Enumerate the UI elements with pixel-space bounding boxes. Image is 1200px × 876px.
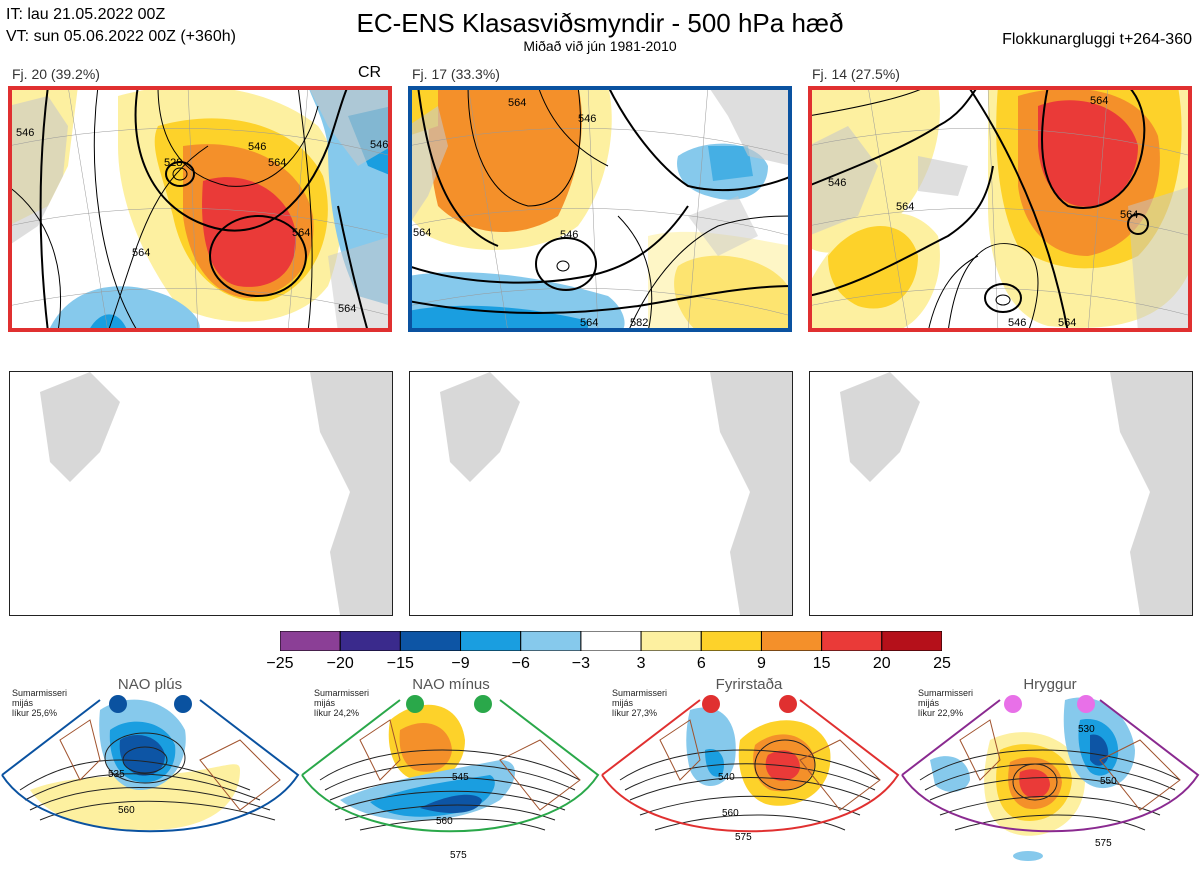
contour-label: 564 (413, 227, 431, 239)
contour-label: 546 (578, 113, 596, 125)
contour-label: 564 (896, 201, 914, 213)
contour-label: 564 (580, 317, 598, 329)
colorbar-swatches (279, 630, 943, 652)
regime-blocking-map: 540 560 575 (601, 695, 900, 843)
regime-contour-label: 530 (1078, 724, 1095, 735)
regime-contour-label: 575 (735, 832, 752, 843)
regime-probability: líkur 22,9% (918, 708, 964, 718)
empty-map-3 (809, 371, 1193, 616)
regime-contour-label: 575 (450, 850, 467, 861)
contour-label: 546 (16, 127, 34, 139)
regime-month: mijás (918, 698, 940, 708)
colorbar-swatch (760, 630, 823, 652)
regime-title: NAO plús (117, 676, 183, 693)
regime-season: Sumarmisseri (918, 688, 974, 698)
cluster-map-1: 546 528 546 564 564 564 564 546 (8, 86, 392, 332)
colorbar-tick-label: 6 (696, 655, 706, 672)
contour-label: 528 (164, 157, 182, 169)
contour-label: 564 (1090, 95, 1108, 107)
regime-contour-label: 545 (452, 772, 469, 783)
regime-contour-label: 560 (436, 816, 453, 827)
regime-nao-plus-map: 535 560 (1, 695, 300, 833)
colorbar-tick-label: −25 (266, 655, 294, 672)
classification-window: Flokkunargluggi t+264-360 (1002, 31, 1192, 48)
regime-probability: líkur 27,3% (612, 708, 658, 718)
panel-1-label: Fj. 20 (39.2%) (12, 66, 100, 82)
colorbar-tick-label: 3 (636, 655, 646, 672)
regime-info: Sumarmisseri mijás líkur 25,6% (12, 688, 67, 718)
colorbar-swatch (460, 630, 522, 652)
colorbar-swatch (580, 630, 642, 652)
initial-time: IT: lau 21.05.2022 00Z (6, 6, 166, 23)
colorbar-swatch (339, 630, 401, 652)
colorbar-tick-label: 9 (757, 655, 766, 672)
contour-label: 564 (268, 157, 286, 169)
regime-contour-label: 560 (118, 805, 135, 816)
regime-contour-label: 575 (1095, 838, 1112, 849)
empty-map-2 (409, 371, 793, 616)
regime-season: Sumarmisseri (314, 688, 370, 698)
contour-label: 564 (132, 247, 150, 259)
colorbar-tick-label: −9 (451, 655, 470, 672)
regime-contour-label: 560 (722, 808, 739, 819)
colorbar-tick-label: 15 (812, 655, 831, 672)
colorbar-swatch (399, 630, 462, 652)
contour-label: 564 (508, 97, 526, 109)
page-title: EC-ENS Klasasviðsmyndir - 500 hPa hæð (356, 8, 844, 38)
contour-label: 546 (248, 141, 266, 153)
colorbar-swatch (821, 630, 883, 652)
regime-info: Sumarmisseri mijás líkur 24,2% (314, 688, 369, 718)
regime-month: mijás (12, 698, 34, 708)
contour-label: 546 (560, 229, 578, 241)
colorbar-swatch (279, 630, 341, 652)
colorbar-tick-label: −6 (511, 655, 530, 672)
regime-month: mijás (612, 698, 634, 708)
contour-label: 564 (338, 303, 356, 315)
regime-nao-minus-map: 545 560 575 (301, 695, 600, 861)
regime-ridge-map: 530 550 575 (901, 695, 1200, 861)
regime-title: Hryggur (1023, 676, 1077, 693)
regime-probability: líkur 25,6% (12, 708, 58, 718)
colorbar-tick-label: 25 (933, 655, 951, 672)
colorbar-swatch (700, 630, 762, 652)
regime-season: Sumarmisseri (612, 688, 668, 698)
panel-1-tag: CR (358, 64, 382, 81)
valid-time: VT: sun 05.06.2022 00Z (+360h) (6, 28, 236, 45)
contour-label: 564 (1058, 317, 1076, 329)
cluster-map-3: 564 546 564 564 564 546 (808, 86, 1192, 332)
regime-season: Sumarmisseri (12, 688, 68, 698)
colorbar-tick-label: 20 (872, 655, 891, 672)
contour-label: 564 (1120, 209, 1138, 221)
panel-2-label: Fj. 17 (33.3%) (412, 66, 500, 82)
colorbar-tick-label: −20 (326, 655, 354, 672)
colorbar-swatch (520, 630, 582, 652)
regime-contour-label: 550 (1100, 776, 1117, 787)
regime-contour-label: 540 (718, 772, 735, 783)
colorbar-swatch (881, 630, 943, 652)
page-subtitle: Miðað við jún 1981-2010 (523, 38, 677, 54)
contour-label: 582 (630, 317, 648, 329)
regime-contour-label: 535 (108, 769, 125, 780)
panel-3-label: Fj. 14 (27.5%) (812, 66, 900, 82)
regime-probability: líkur 24,2% (314, 708, 360, 718)
header-times: IT: lau 21.05.2022 00Z VT: sun 05.06.202… (6, 4, 236, 48)
regime-title: NAO mínus (412, 676, 490, 693)
colorbar-tick-label: −15 (386, 655, 414, 672)
colorbar-tick-label: −3 (571, 655, 591, 672)
regime-title: Fyrirstaða (715, 676, 783, 693)
colorbar (279, 630, 943, 652)
colorbar-swatch (640, 630, 702, 652)
regime-info: Sumarmisseri mijás líkur 22,9% (918, 688, 973, 718)
regime-row: 535 560 545 560 575 (0, 680, 1200, 871)
empty-map-1 (9, 371, 393, 616)
cluster-map-2: 564 546 546 564 564 582 (408, 86, 792, 332)
contour-label: 546 (1008, 317, 1026, 329)
contour-label: 546 (828, 177, 846, 189)
regime-info: Sumarmisseri mijás líkur 27,3% (612, 688, 667, 718)
contour-label: 546 (370, 139, 388, 151)
contour-label: 564 (292, 227, 310, 239)
regime-month: mijás (314, 698, 336, 708)
